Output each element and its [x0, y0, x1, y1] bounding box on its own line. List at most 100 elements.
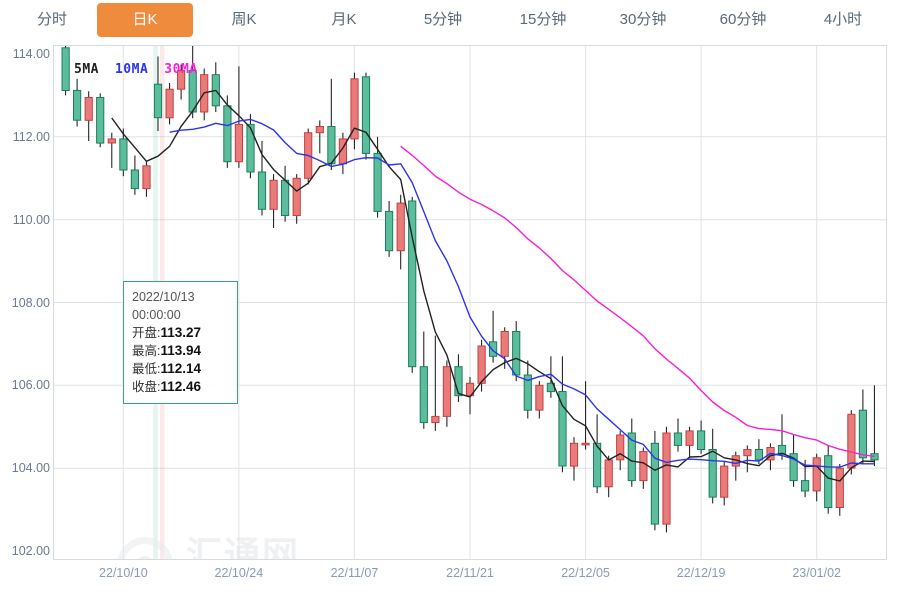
candle-body [870, 453, 879, 461]
tooltip-open-label: 开盘: [132, 326, 161, 340]
candle-body [315, 126, 324, 134]
tooltip-open-value: 113.27 [160, 325, 202, 340]
candle-body [246, 123, 255, 173]
tooltip-close-label: 收盘: [132, 380, 161, 394]
tooltip-open: 开盘:113.27 [132, 324, 229, 342]
candle-body [743, 449, 752, 457]
legend-30ma[interactable]: 30MA [164, 62, 198, 77]
candle-body [604, 459, 613, 488]
x-tick-label: 22/10/24 [214, 566, 264, 580]
tab-6[interactable]: 15分钟 [519, 11, 567, 28]
candle-body [96, 97, 105, 144]
candle-body [720, 465, 729, 498]
candle-body [777, 444, 787, 455]
tab-3[interactable]: 周K [231, 11, 257, 28]
x-tick-label: 22/11/21 [446, 566, 494, 580]
tooltip-close: 收盘:112.46 [132, 378, 229, 396]
tooltip-low-value: 112.14 [160, 361, 202, 376]
tab-1[interactable]: 分时 [36, 11, 67, 28]
tab-7[interactable]: 30分钟 [619, 11, 667, 28]
candle-body [801, 480, 810, 492]
y-axis: 114.00 112.00 110.00 108.00 106.00 104.00 102.… [0, 45, 50, 560]
ma-5-line [111, 89, 875, 482]
candle-body [281, 179, 290, 217]
tooltip-high-value: 113.94 [160, 343, 202, 358]
candle-body [234, 123, 244, 163]
tooltip-low-label: 最低: [132, 362, 161, 376]
candle-body [685, 430, 694, 446]
ohlc-tooltip: 2022/10/13 00:00:00 开盘:113.27 最高:113.94 … [123, 281, 238, 404]
candle-body [754, 449, 763, 461]
candle-body [535, 384, 544, 411]
legend-10ma[interactable]: 10MA [114, 62, 149, 77]
x-tick-label: 23/01/02 [792, 566, 841, 580]
candle-body [361, 76, 371, 154]
candle-body [419, 366, 428, 424]
candle-body [350, 78, 359, 140]
candle-body [61, 47, 70, 92]
y-tick-label: 102.00 [11, 544, 50, 558]
candle-body [177, 70, 186, 90]
candle-body [257, 171, 267, 210]
candle-body [812, 457, 821, 492]
candles [61, 46, 879, 533]
candle-body [523, 374, 532, 411]
tab-9[interactable]: 4小时 [823, 11, 863, 28]
tooltip-low: 最低:112.14 [132, 360, 229, 378]
candle-body [639, 451, 648, 482]
y-tick-label: 114.00 [12, 47, 50, 61]
x-tick-label: 22/10/10 [98, 566, 148, 580]
tooltip-close-value: 112.46 [160, 379, 202, 394]
ma-legend: 5MA 10MA 30MA [74, 62, 198, 77]
candle-body [616, 434, 625, 461]
candle-body [269, 179, 278, 210]
x-tick-label: 22/12/19 [676, 566, 726, 580]
candle-body [697, 430, 706, 450]
tooltip-high: 最高:113.94 [132, 342, 229, 360]
candle-body [142, 165, 151, 190]
candle-body [858, 409, 867, 459]
candle-body [454, 366, 463, 397]
ma-30-line [400, 145, 875, 458]
x-tick-label: 22/12/05 [561, 566, 610, 580]
y-tick-label: 106.00 [11, 378, 50, 393]
candle-body [431, 415, 440, 424]
candle-body [223, 105, 232, 163]
legend-5ma[interactable]: 5MA [74, 62, 99, 77]
y-tick-label: 110.00 [12, 212, 50, 227]
candle-body [477, 345, 486, 384]
tab-2[interactable]: 日K [97, 3, 193, 37]
candlestick-chart[interactable]: 5MA 10MA 30MA 汇通网 FX678.COM 2022/10/13 0… [53, 45, 887, 560]
candle-body [165, 88, 174, 119]
candle-body [119, 138, 128, 171]
candle-body [569, 442, 579, 467]
candle-body [373, 152, 382, 212]
y-tick-label: 112.00 [12, 129, 50, 144]
x-tick-label: 22/11/07 [330, 566, 379, 580]
candle-body [673, 432, 683, 446]
tab-4[interactable]: 月K [331, 11, 357, 28]
ma-10-line [169, 118, 875, 468]
tab-8[interactable]: 60分钟 [719, 11, 767, 28]
candle-body [442, 366, 451, 417]
candle-body [73, 89, 82, 121]
candle-body [581, 442, 590, 446]
candle-body [327, 126, 336, 165]
candle-body [512, 331, 521, 376]
candle-body [153, 83, 163, 119]
candle-body [650, 442, 659, 525]
y-tick-label: 104.00 [11, 461, 50, 476]
candle-body [500, 331, 509, 357]
candle-body [708, 449, 717, 498]
tooltip-date: 2022/10/13 [132, 290, 195, 304]
tooltip-time: 00:00:00 [132, 308, 181, 322]
candle-body [824, 455, 833, 509]
candle-body [385, 210, 394, 252]
candle-body [789, 453, 798, 482]
candle-body [847, 413, 856, 469]
candle-body [489, 341, 498, 357]
candle-body [396, 202, 405, 252]
tab-5[interactable]: 5分钟 [423, 11, 463, 28]
candle-body [627, 432, 636, 482]
tooltip-high-label: 最高: [132, 344, 161, 358]
